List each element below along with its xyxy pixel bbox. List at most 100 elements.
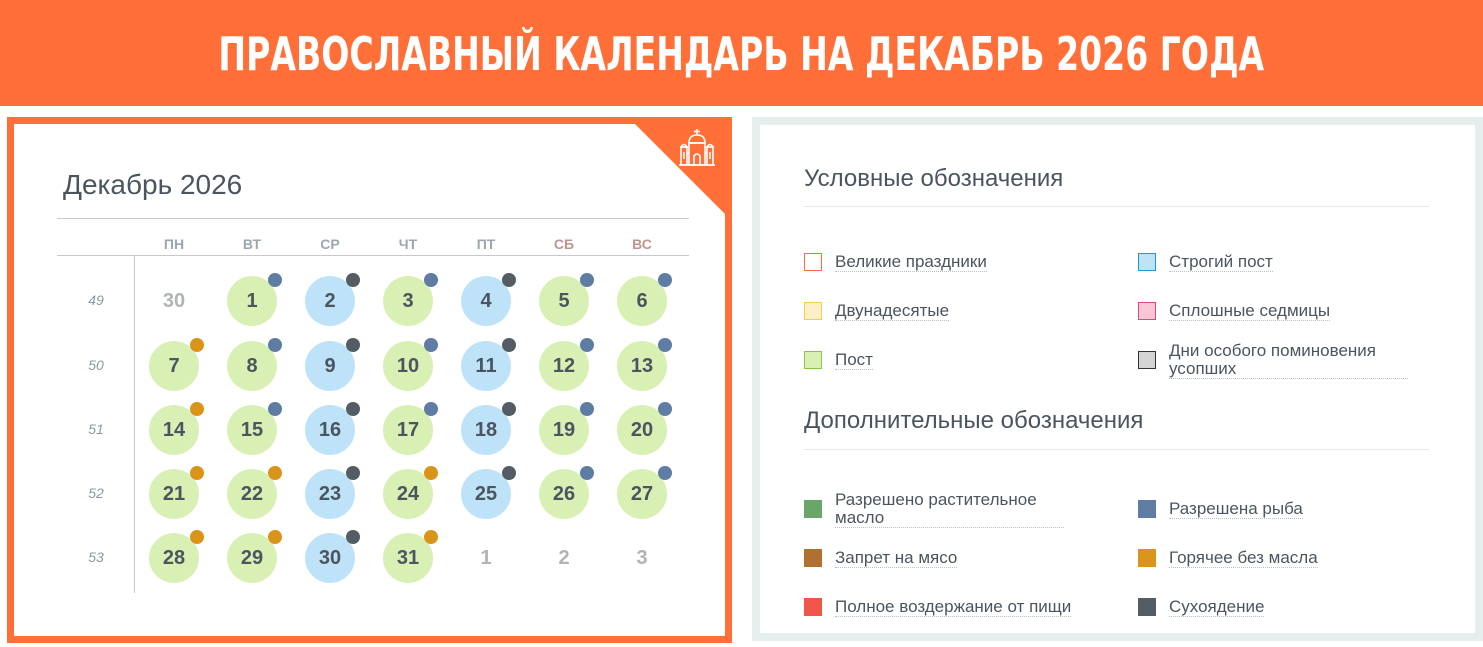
day-cell[interactable]: 21 <box>149 466 204 519</box>
day-number: 30 <box>162 289 186 312</box>
day-number: 16 <box>318 418 342 441</box>
weekday-label: ВС <box>632 236 652 252</box>
day-cell[interactable]: 5 <box>539 273 594 326</box>
day-cell[interactable]: 24 <box>383 466 438 519</box>
legend-label[interactable]: Горячее без масла <box>1169 548 1318 568</box>
legend-label[interactable]: Разрешена рыба <box>1169 499 1303 519</box>
legend-label[interactable]: Сплошные седмицы <box>1169 301 1331 321</box>
day-cell[interactable]: 11 <box>461 338 516 391</box>
legend-label[interactable]: Пост <box>835 350 873 370</box>
day-cell[interactable]: 10 <box>383 338 438 391</box>
church-icon <box>634 123 726 215</box>
day-number: 28 <box>162 546 186 569</box>
day-cell[interactable]: 6 <box>617 273 672 326</box>
hot-no-oil-dot <box>190 466 204 480</box>
legend-item[interactable]: Двунадесятые <box>804 301 950 321</box>
legend-main-divider <box>804 206 1429 207</box>
day-cell-other-month[interactable]: 2 <box>539 533 589 583</box>
legend-item[interactable]: Великие праздники <box>804 253 987 272</box>
day-cell[interactable]: 25 <box>461 466 516 519</box>
legend-label[interactable]: Великие праздники <box>835 252 987 272</box>
day-cell-other-month[interactable]: 3 <box>617 533 667 583</box>
day-number: 27 <box>630 482 654 505</box>
day-number: 20 <box>630 418 654 441</box>
day-cell[interactable]: 23 <box>305 466 360 519</box>
day-cell[interactable]: 31 <box>383 530 438 583</box>
day-cell-other-month[interactable]: 30 <box>149 276 199 326</box>
day-cell[interactable]: 22 <box>227 466 282 519</box>
legend-swatch-icon <box>1138 549 1156 567</box>
week-number: 51 <box>88 421 104 437</box>
legend-label[interactable]: Строгий пост <box>1169 252 1273 272</box>
fish-allowed-dot <box>580 402 594 416</box>
dry-eating-dot <box>346 402 360 416</box>
legend-item[interactable]: Горячее без масла <box>1138 549 1318 568</box>
day-cell[interactable]: 30 <box>305 530 360 583</box>
day-number: 1 <box>246 289 258 312</box>
day-cell[interactable]: 26 <box>539 466 594 519</box>
weekday-label: СБ <box>553 236 575 252</box>
day-cell[interactable]: 29 <box>227 530 282 583</box>
week-number: 52 <box>88 485 104 501</box>
day-cell[interactable]: 4 <box>461 273 516 326</box>
day-number: 29 <box>240 546 264 569</box>
hot-no-oil-dot <box>424 530 438 544</box>
legend-item[interactable]: Разрешена рыба <box>1138 500 1303 519</box>
legend-item[interactable]: Пост <box>804 351 873 370</box>
dry-eating-dot <box>502 466 516 480</box>
day-cell[interactable]: 3 <box>383 273 438 326</box>
day-cell[interactable]: 27 <box>617 466 672 519</box>
fish-allowed-dot <box>424 273 438 287</box>
day-cell[interactable]: 8 <box>227 338 282 391</box>
day-cell[interactable]: 7 <box>149 338 204 391</box>
legend-extra-title: Дополнительные обозначения <box>804 407 1144 434</box>
dry-eating-dot <box>346 466 360 480</box>
day-cell[interactable]: 28 <box>149 530 204 583</box>
hot-no-oil-dot <box>268 466 282 480</box>
day-cell[interactable]: 15 <box>227 402 282 455</box>
day-number: 26 <box>552 482 576 505</box>
fish-allowed-dot <box>268 402 282 416</box>
legend-main-title: Условные обозначения <box>804 165 1064 192</box>
day-cell[interactable]: 18 <box>461 402 516 455</box>
hot-no-oil-dot <box>190 402 204 416</box>
dry-eating-dot <box>346 273 360 287</box>
dry-eating-dot <box>502 338 516 352</box>
legend-item[interactable]: Разрешено растительное масло <box>804 491 1064 528</box>
legend-label[interactable]: Полное воздержание от пищи <box>835 597 1072 617</box>
day-cell[interactable]: 1 <box>227 273 282 326</box>
legend-label[interactable]: Разрешено растительное масло <box>835 491 1064 528</box>
dry-eating-dot <box>346 338 360 352</box>
day-cell[interactable]: 2 <box>305 273 360 326</box>
legend-label[interactable]: Запрет на мясо <box>835 548 958 568</box>
day-cell-other-month[interactable]: 1 <box>461 533 511 583</box>
day-number: 25 <box>474 482 498 505</box>
day-cell[interactable]: 12 <box>539 338 594 391</box>
day-cell[interactable]: 13 <box>617 338 672 391</box>
legend-swatch-icon <box>1138 351 1156 369</box>
calendar-panel: Декабрь 2026 ПН ВТ СР ЧТ ПТ СБ ВС 49 30 1 2 3 4 5 6 50… <box>7 117 732 643</box>
day-cell[interactable]: 16 <box>305 402 360 455</box>
legend-label[interactable]: Дни особого поминовения усопших <box>1169 342 1408 379</box>
day-cell[interactable]: 17 <box>383 402 438 455</box>
day-cell[interactable]: 19 <box>539 402 594 455</box>
day-number: 19 <box>552 418 576 441</box>
fish-allowed-dot <box>658 273 672 287</box>
legend-item[interactable]: Запрет на мясо <box>804 548 958 568</box>
header-bottom-divider <box>57 255 689 256</box>
legend-item[interactable]: Сплошные седмицы <box>1138 301 1331 321</box>
day-cell[interactable]: 14 <box>149 402 204 455</box>
day-number: 3 <box>402 289 414 312</box>
legend-extra-divider <box>804 449 1429 450</box>
day-number: 11 <box>475 354 497 377</box>
legend-item[interactable]: Полное воздержание от пищи <box>804 597 1072 617</box>
legend-item[interactable]: Строгий пост <box>1138 253 1273 272</box>
day-cell[interactable]: 9 <box>305 338 360 391</box>
dry-eating-dot <box>502 402 516 416</box>
legend-label[interactable]: Двунадесятые <box>835 301 950 321</box>
legend-item[interactable]: Сухоядение <box>1138 597 1265 617</box>
legend-label[interactable]: Сухоядение <box>1169 597 1265 617</box>
day-cell[interactable]: 20 <box>617 402 672 455</box>
legend-item[interactable]: Дни особого поминовения усопших <box>1138 342 1408 379</box>
weekday-label: ПТ <box>476 236 496 252</box>
